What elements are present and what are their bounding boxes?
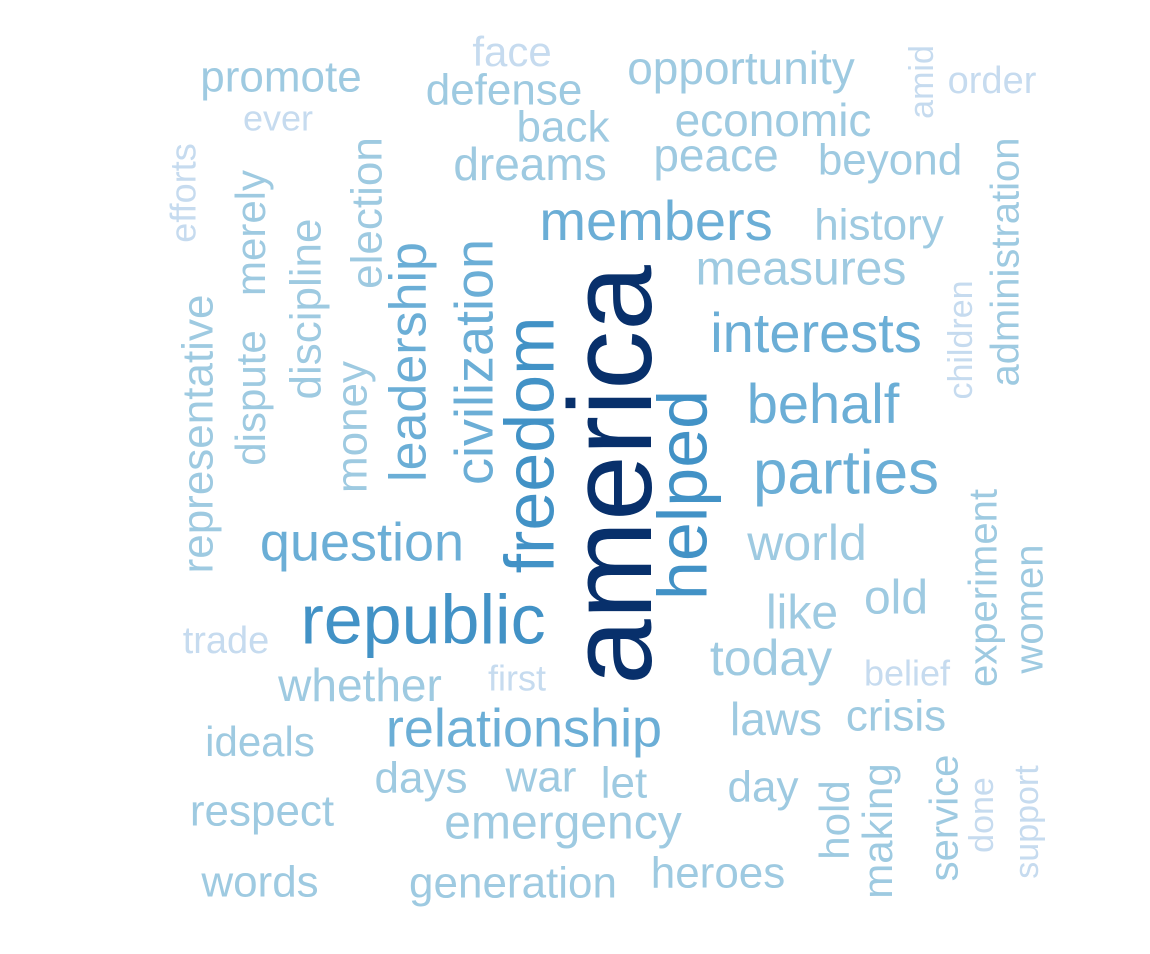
- word-done: done: [963, 777, 1001, 853]
- word-crisis: crisis: [846, 692, 946, 741]
- word-efforts: efforts: [163, 143, 204, 242]
- word-hold: hold: [811, 780, 858, 859]
- word-relationship: relationship: [386, 698, 662, 758]
- word-face: face: [472, 28, 551, 75]
- word-members: members: [539, 189, 772, 252]
- word-merely: merely: [227, 170, 274, 296]
- word-election: election: [343, 137, 392, 289]
- word-dreams: dreams: [453, 138, 606, 190]
- word-question: question: [260, 512, 464, 572]
- word-behalf: behalf: [747, 372, 900, 435]
- word-war: war: [505, 753, 577, 802]
- word-civilization: civilization: [444, 239, 504, 485]
- word-let: let: [601, 759, 647, 808]
- word-trade: trade: [183, 620, 270, 662]
- word-children: children: [942, 280, 980, 399]
- word-days: days: [375, 754, 468, 803]
- word-opportunity: opportunity: [627, 42, 855, 94]
- word-like: like: [766, 587, 838, 640]
- word-administration: administration: [984, 137, 1028, 386]
- word-laws: laws: [730, 693, 822, 745]
- word-promote: promote: [200, 53, 361, 102]
- word-peace: peace: [653, 129, 778, 181]
- word-emergency: emergency: [444, 797, 681, 850]
- word-america: america: [545, 265, 677, 685]
- word-order: order: [948, 60, 1037, 102]
- word-amid: amid: [903, 45, 941, 119]
- word-beyond: beyond: [818, 136, 962, 185]
- word-dispute: dispute: [227, 330, 274, 465]
- word-generation: generation: [409, 859, 617, 908]
- word-heroes: heroes: [651, 849, 786, 898]
- word-discipline: discipline: [282, 219, 331, 400]
- word-world: world: [746, 515, 866, 571]
- word-history: history: [814, 201, 944, 250]
- word-whether: whether: [277, 659, 442, 711]
- word-ideals: ideals: [205, 718, 315, 765]
- word-interests: interests: [710, 301, 922, 364]
- word-experiment: experiment: [962, 489, 1006, 687]
- word-representative: representative: [174, 295, 223, 574]
- word-making: making: [854, 763, 901, 898]
- word-helped: helped: [643, 390, 721, 600]
- word-economic: economic: [675, 94, 872, 146]
- word-defense: defense: [426, 66, 583, 115]
- word-service: service: [923, 755, 967, 882]
- word-respect: respect: [190, 787, 334, 836]
- word-freedom: freedom: [490, 317, 568, 574]
- word-words: words: [200, 858, 318, 907]
- word-ever: ever: [243, 98, 313, 139]
- word-parties: parties: [753, 438, 939, 507]
- word-old: old: [864, 572, 928, 625]
- word-belief: belief: [864, 653, 951, 694]
- word-today: today: [710, 630, 832, 686]
- word-back: back: [517, 103, 611, 152]
- word-measures: measures: [696, 243, 907, 296]
- word-money: money: [328, 361, 377, 493]
- word-first: first: [488, 658, 546, 699]
- word-women: women: [1008, 545, 1052, 675]
- word-support: support: [1008, 765, 1046, 879]
- word-day: day: [728, 763, 799, 812]
- word-leadership: leadership: [380, 242, 438, 482]
- word-republic: republic: [300, 580, 545, 658]
